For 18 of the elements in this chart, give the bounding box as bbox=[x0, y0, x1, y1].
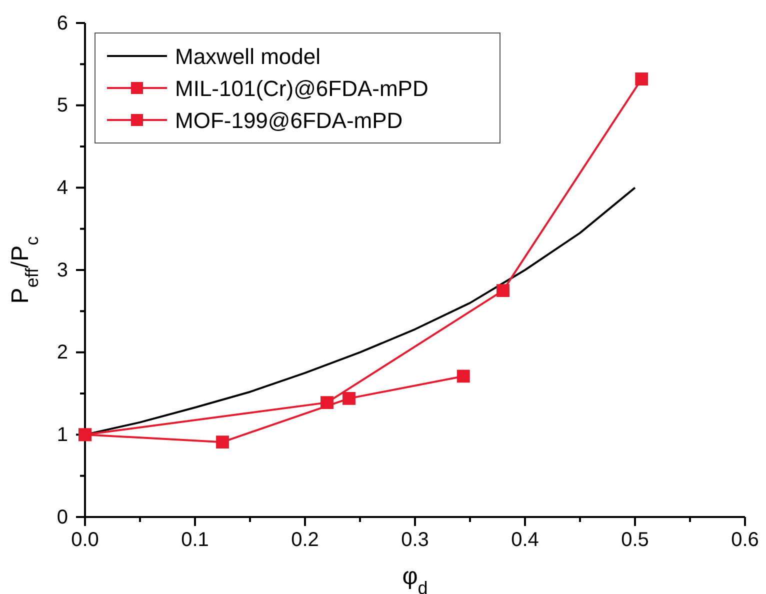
y-tick-label: 1 bbox=[56, 424, 68, 446]
x-tick-label: 0.3 bbox=[401, 529, 429, 551]
y-tick-label: 0 bbox=[56, 506, 68, 528]
y-tick-label: 5 bbox=[56, 94, 68, 117]
y-tick-label: 3 bbox=[56, 259, 68, 282]
y-tick-label: 6 bbox=[56, 12, 68, 34]
x-tick-label: 0.6 bbox=[731, 529, 759, 551]
y-tick-label: 2 bbox=[56, 342, 68, 364]
x-tick-label: 0.4 bbox=[511, 529, 539, 551]
x-axis-title: φ$_{d}$ bbox=[402, 563, 428, 594]
x-tick-label: 0.0 bbox=[71, 529, 99, 551]
x-tick-label: 0.5 bbox=[621, 529, 649, 551]
x-tick-label: 0.2 bbox=[291, 529, 319, 551]
legend-label: MIL-101(Cr)@6FDA-mPD bbox=[175, 76, 428, 101]
y-tick-label: 4 bbox=[56, 177, 68, 200]
legend-label: MOF-199@6FDA-mPD bbox=[175, 108, 403, 133]
x-tick-label: 0.1 bbox=[181, 529, 209, 551]
legend-label: Maxwell model bbox=[175, 44, 320, 69]
